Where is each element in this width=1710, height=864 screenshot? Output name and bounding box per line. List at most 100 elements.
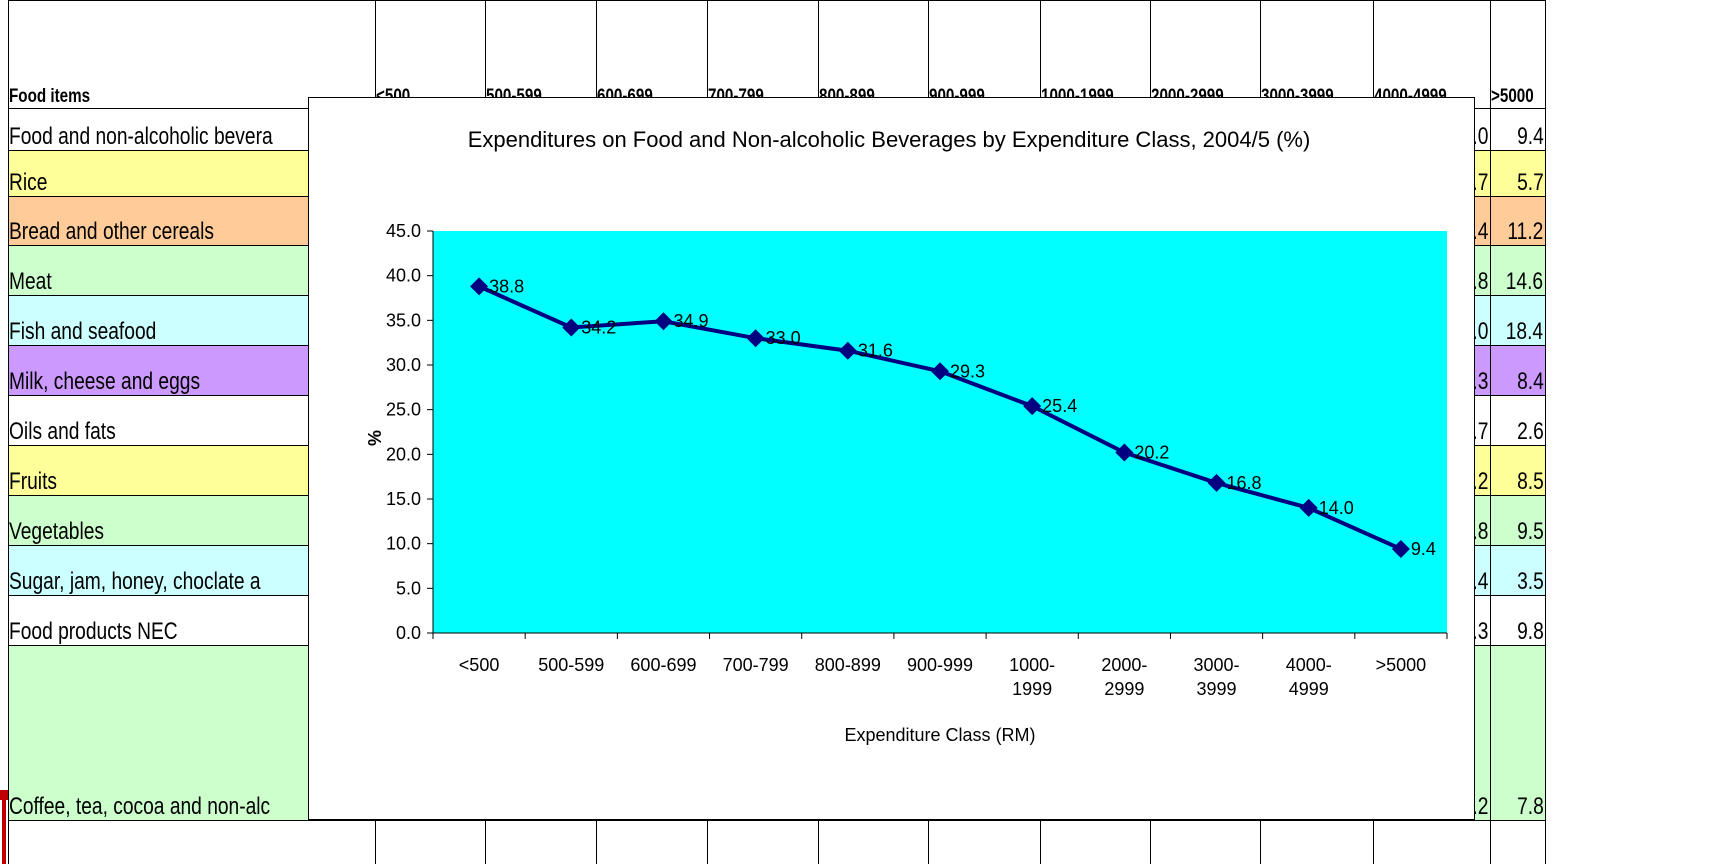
cell-text: .7 [1472, 418, 1489, 445]
cell-text: Oils and fats [9, 418, 116, 445]
value-cell[interactable]: 9.8 [1490, 595, 1546, 646]
data-label: 25.4 [1042, 396, 1077, 416]
header-cell[interactable]: 500-599 [485, 0, 597, 109]
value-cell[interactable]: 9.4 [1490, 108, 1546, 151]
header-cell[interactable]: 4000-4999 [1373, 0, 1491, 109]
marker [746, 329, 765, 348]
cell-text: .4 [1472, 218, 1489, 245]
x-tick-label: 1000-1999 [1009, 655, 1056, 699]
marker [1023, 397, 1042, 416]
value-cell[interactable]: 8.4 [1490, 345, 1546, 396]
cell-text: .4 [1472, 568, 1489, 595]
value-cell[interactable]: 7.8 [1490, 645, 1546, 821]
cell-text: 5.7 [1516, 169, 1544, 196]
plot-area [433, 231, 1447, 633]
data-label: 33.0 [766, 328, 801, 348]
value-cell[interactable]: 14.6 [1490, 245, 1546, 296]
cell[interactable] [1150, 820, 1261, 864]
x-tick-label: 700-799 [722, 655, 789, 675]
y-tick-label: 10.0 [386, 534, 421, 554]
header-cell[interactable]: Food items [8, 0, 376, 109]
cell[interactable] [596, 820, 708, 864]
x-tick-label: 800-899 [814, 655, 881, 675]
header-cell[interactable]: >5000 [1490, 0, 1546, 109]
cell[interactable] [485, 820, 597, 864]
x-tick-label: 600-699 [630, 655, 697, 675]
y-tick-label: 15.0 [386, 489, 421, 509]
cell[interactable] [1260, 820, 1374, 864]
cell[interactable] [928, 820, 1041, 864]
data-label: 31.6 [858, 341, 893, 361]
cell-text: Meat [9, 268, 52, 295]
cell-text: .8 [1472, 518, 1489, 545]
marker [838, 341, 857, 360]
x-tick-label: <500 [458, 655, 500, 675]
value-cell[interactable]: 5.7 [1490, 150, 1546, 197]
x-tick-label: 3000-3999 [1193, 655, 1240, 699]
cell-text: Fruits [9, 468, 57, 495]
header-cell[interactable]: 2000-2999 [1150, 0, 1261, 109]
header-cell[interactable]: 1000-1999 [1040, 0, 1151, 109]
cell[interactable] [1040, 820, 1151, 864]
value-cell[interactable]: 18.4 [1490, 295, 1546, 346]
value-cell[interactable]: 2.6 [1490, 395, 1546, 446]
header-cell[interactable]: <500 [375, 0, 486, 109]
cell[interactable] [1490, 820, 1546, 864]
data-label: 38.8 [489, 276, 524, 296]
cell-text: .7 [1472, 169, 1489, 196]
cell-text: 9.4 [1516, 123, 1544, 150]
cell[interactable] [818, 820, 929, 864]
cell-text: 9.5 [1516, 518, 1544, 545]
y-tick-label: 20.0 [386, 444, 421, 464]
y-tick-label: 5.0 [396, 578, 421, 598]
cell[interactable] [8, 820, 376, 864]
cell-text: Sugar, jam, honey, choclate a [9, 568, 261, 595]
cell-text: 8.5 [1516, 468, 1544, 495]
value-cell[interactable]: 11.2 [1490, 196, 1546, 246]
header-cell[interactable]: 900-999 [928, 0, 1041, 109]
chart-title: Expenditures on Food and Non-alcoholic B… [467, 127, 1311, 152]
marker [1115, 443, 1134, 462]
y-tick-label: 30.0 [386, 355, 421, 375]
cell-text: 11.2 [1507, 218, 1544, 245]
cell-text: Coffee, tea, cocoa and non-alc [9, 793, 271, 820]
cell-text: 14.6 [1506, 268, 1544, 295]
red-glyph-stem [2, 790, 6, 864]
x-axis-title: Expenditure Class (RM) [844, 725, 1035, 745]
marker [1299, 498, 1318, 517]
chart-svg: 0.0 5.0 10.0 15.0 20.0 25.0 30.0 35.0 40.0 45.0% E… [365, 221, 1448, 745]
header-cell[interactable]: 700-799 [707, 0, 819, 109]
header-cell[interactable]: 3000-3999 [1260, 0, 1374, 109]
cell-text: Rice [9, 169, 48, 196]
cell[interactable] [707, 820, 819, 864]
value-cell[interactable]: 9.5 [1490, 495, 1546, 546]
cell-text: Fish and seafood [9, 318, 157, 345]
data-label: 9.4 [1411, 539, 1436, 559]
cell-text: .3 [1472, 368, 1489, 395]
value-cell[interactable]: 8.5 [1490, 445, 1546, 496]
cell-text: Milk, cheese and eggs [9, 368, 201, 395]
data-label: 16.8 [1227, 473, 1262, 493]
chart[interactable]: Expenditures on Food and Non-alcoholic B… [308, 97, 1475, 820]
marker [1207, 473, 1226, 492]
value-cell[interactable]: 3.5 [1490, 545, 1546, 596]
cell-text: 7.8 [1516, 793, 1544, 820]
cell-text: 2.6 [1516, 418, 1544, 445]
header-cell[interactable]: 800-899 [818, 0, 929, 109]
cell-text: Food items [9, 86, 91, 107]
header-cell[interactable]: 600-699 [596, 0, 708, 109]
cell-text: 8.4 [1516, 368, 1544, 395]
cell-text: Vegetables [9, 518, 105, 545]
marker [562, 318, 581, 337]
data-label: 34.2 [581, 317, 616, 337]
data-label: 34.9 [673, 311, 708, 331]
cell-text: .3 [1472, 618, 1489, 645]
x-tick-label: 900-999 [906, 655, 974, 675]
cell[interactable] [1373, 820, 1491, 864]
cell-text: >5000 [1491, 86, 1534, 107]
cell-text: .8 [1472, 268, 1489, 295]
marker [654, 312, 673, 331]
cell[interactable] [375, 820, 486, 864]
cell-text: 9.8 [1516, 618, 1544, 645]
